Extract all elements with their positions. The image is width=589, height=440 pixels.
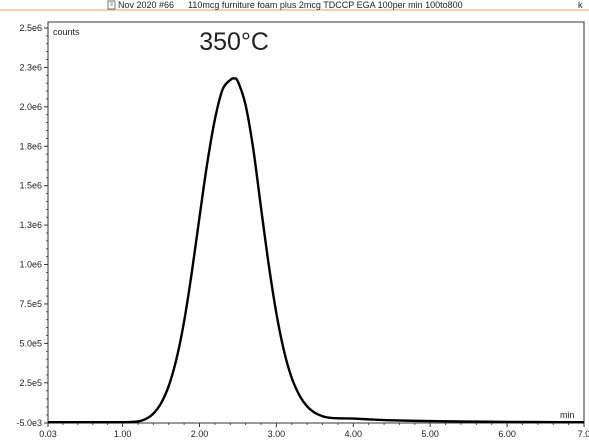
y-tick-label: 7.5e5	[19, 299, 42, 309]
y-tick-label: 2.5e6	[19, 23, 42, 33]
x-tick-label: 1.00	[114, 429, 132, 439]
y-tick-label: 1.5e6	[19, 181, 42, 191]
y-tick-label: 2.3e6	[19, 62, 42, 72]
x-tick-label: 2.00	[191, 429, 209, 439]
x-axis-label: min	[560, 410, 575, 420]
header-description: 110mcg furniture foam plus 2mcg TDCCP EG…	[188, 0, 463, 10]
y-tick-label: 2.0e6	[19, 102, 42, 112]
x-tick-label: 7.0	[578, 429, 589, 439]
header-corner-marker: k	[578, 0, 583, 10]
x-tick-label: 3.00	[268, 429, 286, 439]
header-icon	[107, 0, 116, 10]
y-tick-label: 1.3e6	[19, 220, 42, 230]
y-tick-label: 5.0e5	[19, 338, 42, 348]
y-axis-label: counts	[53, 27, 80, 37]
y-tick-label: 2.5e5	[19, 378, 42, 388]
x-tick-label: 5.00	[421, 429, 439, 439]
peak-annotation: 350°C	[199, 28, 269, 56]
series-line	[48, 77, 585, 424]
x-tick-label: 6.00	[498, 429, 516, 439]
header-run-label: Nov 2020 #66	[118, 0, 174, 10]
plot-frame	[47, 21, 585, 424]
y-tick-label: 1.0e6	[19, 260, 42, 270]
x-tick-label: 0.03	[39, 429, 57, 439]
y-tick-label: 1.8e6	[19, 141, 42, 151]
y-tick-label: -5.0e3	[16, 418, 42, 428]
x-tick-label: 4.00	[345, 429, 363, 439]
